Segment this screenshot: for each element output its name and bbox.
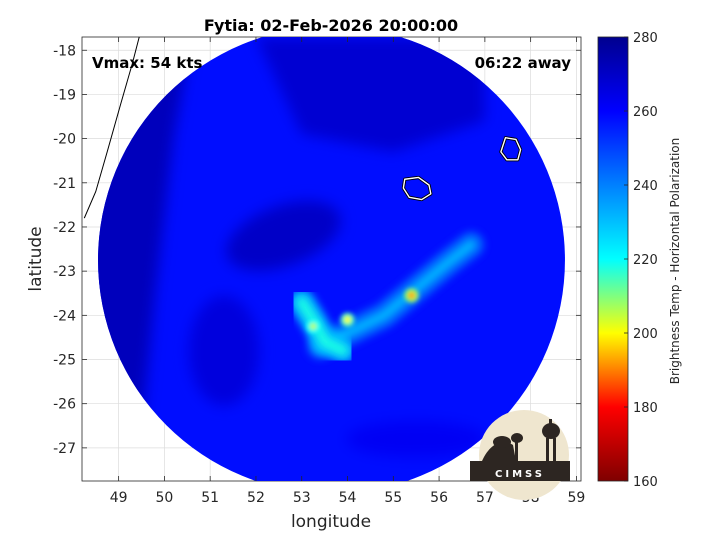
x-axis-ticks: 4950515253545556575859: [110, 37, 586, 506]
colorbar-tick-label: 220: [633, 253, 658, 268]
cimss-logo: CIMSS: [470, 410, 570, 500]
x-tick-label: 55: [384, 490, 402, 506]
rainband-east: [315, 239, 477, 352]
colorbar-tick-label: 160: [633, 475, 658, 490]
y-axis-ticks: -18 -19 -20 -21 -22 -23 -24 -25 -26 -27: [53, 43, 581, 457]
cimss-logo-text: CIMSS: [495, 469, 545, 480]
x-tick-label: 54: [339, 490, 357, 506]
x-tick-label: 53: [293, 490, 311, 506]
colorbar-tick-label: 200: [633, 327, 658, 342]
y-tick-label: -26: [53, 397, 76, 413]
y-tick-label: -19: [53, 87, 76, 103]
x-tick-label: 50: [155, 490, 173, 506]
y-tick-label: -20: [53, 132, 76, 148]
colorbar-tick-label: 280: [633, 31, 658, 46]
y-tick-label: -24: [53, 308, 76, 324]
vmax-annotation: Vmax: 54 kts: [92, 54, 202, 72]
x-tick-label: 59: [568, 490, 586, 506]
colorbar-ticks: 160 180 200 220 240 260 280: [624, 31, 658, 490]
time-away-annotation: 06:22 away: [475, 54, 572, 72]
y-tick-label: -23: [53, 264, 76, 280]
x-axis-label: longitude: [291, 512, 371, 532]
coastline-madagascar: [83, 37, 140, 219]
cold-region-south: [346, 421, 487, 458]
cold-region-center: [226, 200, 341, 271]
x-tick-label: 51: [201, 490, 219, 506]
y-tick-label: -27: [53, 441, 76, 457]
chart-title: Fytia: 02-Feb-2026 20:00:00: [204, 16, 458, 35]
colorbar-tick-label: 180: [633, 401, 658, 416]
colorbar-label: Brightness Temp - Horizontal Polarizatio…: [668, 138, 682, 385]
y-axis-label: latitude: [26, 226, 46, 291]
coastlines: [83, 37, 523, 219]
colorbar: [597, 36, 629, 482]
island-reunion: [402, 176, 432, 201]
cold-region-southwest: [188, 295, 259, 406]
hot-spot-2: [309, 322, 317, 330]
core-southwest: [296, 297, 348, 356]
x-tick-label: 49: [110, 490, 128, 506]
y-tick-label: -21: [53, 176, 76, 192]
x-tick-label: 52: [247, 490, 265, 506]
x-tick-label: 57: [476, 490, 494, 506]
hot-spot-1: [408, 291, 416, 299]
swath-hot-spots: [306, 288, 419, 334]
swath-convective-features: [288, 231, 485, 364]
y-tick-label: -22: [53, 220, 76, 236]
y-tick-label: -18: [53, 43, 76, 59]
x-tick-label: 56: [430, 490, 448, 506]
y-tick-label: -25: [53, 353, 76, 369]
colorbar-tick-label: 260: [633, 105, 658, 120]
island-mauritius: [500, 137, 522, 161]
colorbar-tick-label: 240: [633, 179, 658, 194]
cold-region-north: [255, 37, 485, 152]
hot-spot-3: [344, 316, 352, 324]
